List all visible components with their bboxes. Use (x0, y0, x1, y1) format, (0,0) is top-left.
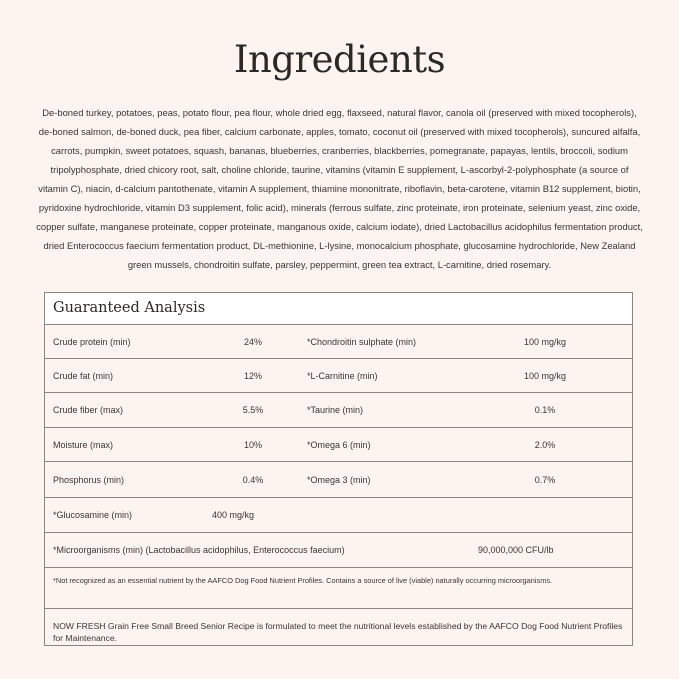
table-title: Guaranteed Analysis (45, 293, 632, 325)
nutrient-name: *L-Carnitine (min) (307, 370, 378, 381)
nutrient-name: *Chondroitin sulphate (min) (307, 336, 417, 347)
aafco-statement: NOW FRESH Grain Free Small Breed Senior … (53, 621, 623, 643)
nutrient-name: *Omega 6 (min) (307, 439, 371, 450)
table-row: Crude fiber (max) 5.5% *Taurine (min) 0.… (45, 393, 632, 428)
page-title: Ingredients (233, 38, 446, 81)
nutrient-name: Crude protein (min) (53, 336, 131, 347)
nutrient-name: *Taurine (min) (307, 405, 364, 415)
table-row: *Glucosamine (min) 400 mg/kg (45, 498, 632, 533)
nutrient-value: 400 mg/kg (212, 510, 255, 520)
table-row: Crude protein (min) 24% *Chondroitin sul… (45, 325, 632, 359)
nutrient-value: 2.0% (534, 439, 556, 450)
nutrient-name: Crude fat (min) (53, 370, 114, 381)
nutrient-value: 90,000,000 CFU/lb (478, 545, 554, 555)
nutrient-name: *Microorganisms (min) (Lactobacillus aci… (53, 545, 345, 555)
nutrient-value: 0.7% (534, 474, 556, 485)
nutrient-name: *Glucosamine (min) (53, 510, 133, 520)
table-row: Moisture (max) 10% *Omega 6 (min) 2.0% (45, 428, 632, 462)
table-row: Phosphorus (min) 0.4% *Omega 3 (min) 0.7… (45, 462, 632, 498)
nutrient-value: 0.4% (242, 474, 264, 485)
nutrient-value: 100 mg/kg (523, 370, 567, 381)
nutrient-value: 24% (243, 336, 262, 347)
nutrient-name: *Omega 3 (min) (307, 474, 371, 485)
footnote: *Not recognized as an essential nutrient… (45, 568, 632, 609)
guaranteed-analysis-table: Guaranteed Analysis Crude protein (min) … (44, 292, 633, 646)
nutrient-value: 100 mg/kg (523, 336, 567, 347)
nutrient-name: Moisture (max) (53, 439, 114, 450)
nutrient-value: 5.5% (242, 405, 264, 415)
nutrient-name: Crude fiber (max) (53, 405, 124, 415)
nutrient-value: 12% (243, 370, 262, 381)
nutrient-value: 0.1% (534, 405, 556, 415)
table-row: Crude fat (min) 12% *L-Carnitine (min) 1… (45, 359, 632, 393)
nutrient-name: Phosphorus (min) (53, 474, 125, 485)
nutrient-value: 10% (243, 439, 262, 450)
table-row: *Microorganisms (min) (Lactobacillus aci… (45, 533, 632, 568)
ingredients-text: De-boned turkey, potatoes, peas, potato … (36, 107, 643, 270)
